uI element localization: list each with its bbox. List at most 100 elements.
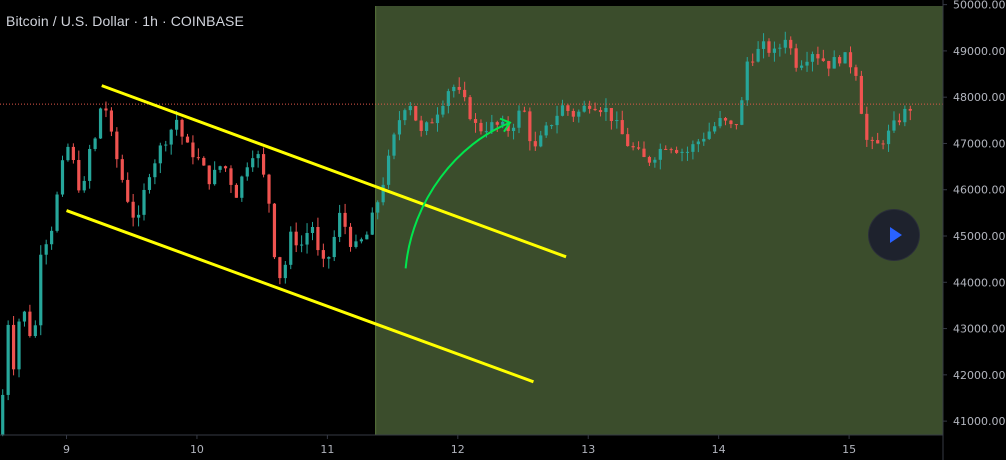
candle-body (751, 61, 755, 63)
candle-body (821, 58, 825, 61)
replay-play-button[interactable] (869, 210, 919, 260)
chart-title: Bitcoin / U.S. Dollar · 1h · COINBASE (6, 13, 244, 29)
candle-body (321, 250, 325, 259)
candle-body (772, 48, 777, 53)
candle-body (560, 105, 565, 116)
candle-body (218, 166, 222, 170)
arrow-head (499, 117, 512, 133)
candle-body (457, 86, 461, 90)
candle-body (60, 160, 65, 195)
candle-body (175, 119, 179, 130)
candle-body (495, 122, 499, 125)
price-axis[interactable]: 41000.00 42000.00 43000.00 44000.00 45000.00… (943, 0, 1006, 428)
candle-body (88, 148, 92, 181)
candle-body (316, 226, 320, 251)
candle-body (158, 145, 162, 164)
candle-body (229, 168, 233, 185)
candle-body (93, 138, 97, 149)
candle-body (876, 140, 880, 144)
candle-body (44, 244, 48, 255)
candle-body (381, 184, 385, 203)
candle-body (501, 121, 505, 125)
candle-body (202, 157, 206, 166)
candle-body (22, 311, 27, 322)
candle-body (653, 159, 657, 163)
candle-body (685, 151, 690, 153)
candle-body (805, 61, 809, 66)
candle-body (528, 111, 532, 142)
candle-body (582, 105, 586, 112)
price-tick-label: 48000.00 (953, 91, 1006, 104)
candle-body (539, 135, 543, 147)
channel-upper-line[interactable] (101, 84, 567, 259)
candle-body (164, 144, 168, 146)
arrow-curve[interactable] (404, 121, 511, 269)
candles-group (1, 31, 912, 437)
channel-lower-line[interactable] (66, 209, 534, 384)
candle-body (827, 60, 831, 69)
candle-body (397, 120, 402, 135)
candle-body (251, 158, 255, 168)
candle-body (115, 131, 119, 160)
candle-body (903, 108, 907, 123)
candle-body (604, 108, 608, 113)
candle-body (147, 177, 152, 190)
candle-body (414, 106, 418, 121)
candle-body (794, 48, 798, 68)
candle-body (441, 105, 445, 115)
candle-body (408, 106, 412, 111)
candle-body (435, 114, 440, 124)
price-tick-label: 46000.00 (953, 184, 1006, 197)
candle-body (419, 120, 423, 131)
candle-body (789, 39, 793, 49)
time-tick-label: 14 (712, 443, 726, 456)
candle-body (598, 110, 603, 113)
candle-body (620, 120, 624, 135)
candle-body (843, 52, 847, 64)
candle-body (11, 324, 16, 370)
candle-body (550, 125, 554, 127)
candle-body (425, 122, 429, 131)
candle-body (609, 108, 613, 122)
candle-body (816, 54, 820, 59)
candle-body (289, 231, 293, 265)
candle-body (713, 126, 717, 132)
candle-body (669, 149, 673, 151)
candle-body (832, 57, 836, 69)
candle-body (348, 226, 353, 247)
candle-body (707, 131, 711, 139)
candle-body (327, 257, 331, 259)
candle-body (98, 108, 103, 139)
candle-body (261, 154, 266, 175)
candle-body (452, 86, 456, 92)
candle-body (71, 146, 75, 161)
candle-body (50, 230, 54, 245)
time-tick-label: 9 (63, 443, 70, 456)
candle-body (169, 129, 173, 145)
price-tick-label: 42000.00 (953, 369, 1006, 382)
highlight-zone (375, 6, 943, 435)
candle-body (615, 120, 619, 122)
candle-body (908, 108, 912, 111)
time-tick-label: 12 (451, 443, 465, 456)
candle-body (294, 231, 298, 246)
candle-body (756, 48, 760, 62)
candle-body (511, 127, 516, 132)
candle-body (240, 176, 244, 198)
candle-body (77, 160, 81, 191)
candle-body (120, 159, 124, 180)
candle-body (544, 125, 548, 136)
candle-body (430, 122, 434, 124)
candle-body (82, 180, 86, 191)
candle-body (403, 110, 407, 121)
time-axis[interactable]: 9 10 11 12 13 14 15 (63, 435, 856, 456)
candle-body (484, 131, 488, 133)
candle-body (142, 189, 146, 215)
candle-body (473, 119, 478, 123)
candle-body (745, 61, 749, 101)
price-tick-label: 49000.00 (953, 45, 1006, 58)
candle-body (517, 110, 521, 128)
candle-body (658, 148, 662, 160)
price-tick-label: 41000.00 (953, 415, 1006, 428)
